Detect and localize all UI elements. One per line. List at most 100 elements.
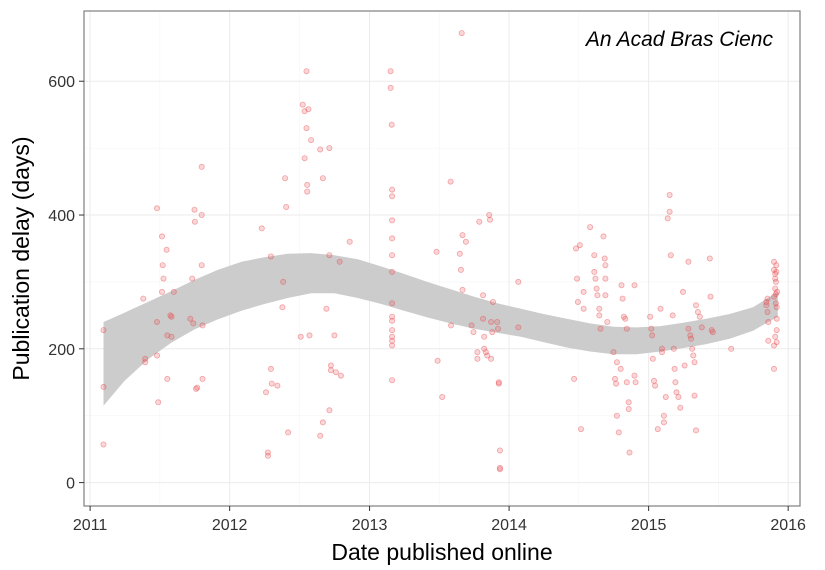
- scatter-point: [489, 298, 496, 305]
- y-tick-label: 0: [66, 476, 75, 493]
- scatter-point: [591, 268, 598, 275]
- scatter-point: [587, 224, 594, 231]
- scatter-point: [654, 426, 661, 433]
- scatter-point: [694, 308, 701, 315]
- scatter-point: [602, 275, 609, 282]
- scatter-point: [285, 429, 292, 436]
- scatter-point: [158, 288, 165, 295]
- scatter-point: [772, 285, 779, 292]
- scatter-point: [573, 245, 580, 252]
- scatter-point: [496, 447, 503, 454]
- scatter-point: [675, 393, 682, 400]
- scatter-point: [155, 399, 162, 406]
- scatter-point: [189, 275, 196, 282]
- scatter-point: [323, 305, 330, 312]
- scatter-point: [301, 155, 308, 162]
- scatter-point: [773, 304, 780, 311]
- scatter-point: [591, 252, 598, 259]
- scatter-point: [660, 419, 667, 426]
- scatter-point: [142, 355, 149, 362]
- scatter-point: [619, 295, 626, 302]
- scatter-point: [327, 367, 334, 374]
- scatter-point: [388, 121, 395, 128]
- scatter-point: [168, 333, 175, 340]
- scatter-point: [317, 146, 324, 153]
- confidence-band: [103, 253, 778, 406]
- scatter-point: [495, 380, 502, 387]
- scatter-point: [763, 302, 770, 309]
- scatter-point: [631, 282, 638, 289]
- scatter-point: [470, 329, 477, 336]
- scatter-point: [164, 375, 171, 382]
- scatter-point: [280, 278, 287, 285]
- x-tick-label: 2015: [631, 517, 667, 534]
- scatter-point: [153, 205, 160, 212]
- scatter-point: [613, 359, 620, 366]
- scatter-point: [198, 262, 205, 269]
- scatter-point: [578, 426, 585, 433]
- scatter-point: [771, 342, 778, 349]
- scatter-point: [142, 359, 149, 366]
- scatter-point: [593, 285, 600, 292]
- scatter-point: [689, 345, 696, 352]
- y-axis-title: Publication delay (days): [8, 136, 34, 380]
- scatter-point: [618, 282, 625, 289]
- scatter-point: [387, 84, 394, 91]
- scatter-point: [170, 288, 177, 295]
- scatter-point: [666, 191, 673, 198]
- scatter-point: [495, 379, 502, 386]
- scatter-point: [615, 429, 622, 436]
- scatter-point: [447, 322, 454, 329]
- scatter-point: [620, 313, 627, 320]
- scatter-point: [772, 290, 779, 297]
- scatter-point: [626, 449, 633, 456]
- scatter-point: [327, 362, 334, 369]
- scatter-point: [576, 242, 583, 249]
- scatter-point: [457, 266, 464, 273]
- scatter-point: [481, 333, 488, 340]
- scatter-point: [389, 268, 396, 275]
- scatter-point: [482, 349, 489, 356]
- scatter-point: [602, 262, 609, 269]
- scatter-point: [691, 359, 698, 366]
- scatter-point: [319, 175, 326, 182]
- y-tick-label: 200: [48, 342, 75, 359]
- scatter-point: [389, 217, 396, 224]
- smooth-band: [103, 253, 778, 406]
- scatter-point: [659, 349, 666, 356]
- scatter-point: [486, 216, 493, 223]
- grid-lines: [84, 11, 800, 506]
- scatter-point: [765, 337, 772, 344]
- scatter-point: [680, 288, 687, 295]
- scatter-point: [574, 298, 581, 305]
- scatter-point: [192, 385, 199, 392]
- scatter-point: [515, 278, 522, 285]
- scatter-point: [439, 393, 446, 400]
- scatter-point: [657, 305, 664, 312]
- scatter-point: [690, 352, 697, 359]
- scatter-point: [306, 332, 313, 339]
- scatter-point: [677, 404, 684, 411]
- scatter-point: [389, 313, 396, 320]
- scatter-point: [652, 382, 659, 389]
- scatter-point: [326, 145, 333, 152]
- scatter-point: [772, 275, 779, 282]
- x-tick-label: 2014: [491, 517, 527, 534]
- scatter-point: [494, 325, 501, 332]
- scatter-point: [597, 325, 604, 332]
- scatter-point: [685, 258, 692, 265]
- scatter-point: [664, 215, 671, 222]
- scatter-point: [728, 345, 735, 352]
- scatter-point: [651, 377, 658, 384]
- scatter-point: [164, 332, 171, 339]
- scatter-point: [198, 211, 205, 218]
- axes: 2011 2012 2013 2014 2015 2016 0 200 400 600: [48, 74, 806, 534]
- scatter-point: [691, 392, 698, 399]
- scatter-point: [456, 250, 463, 257]
- scatter-point: [771, 258, 778, 265]
- scatter-point: [494, 318, 501, 325]
- scatter-point: [480, 315, 487, 322]
- scatter-point: [649, 355, 656, 362]
- scatter-point: [662, 393, 669, 400]
- scatter-point: [667, 252, 674, 259]
